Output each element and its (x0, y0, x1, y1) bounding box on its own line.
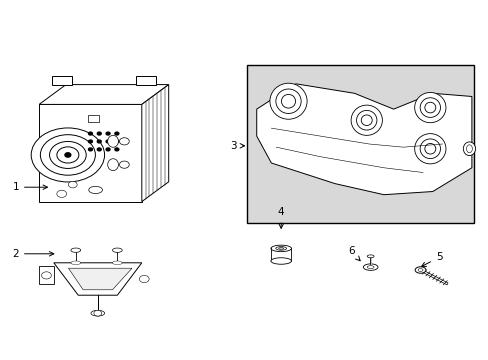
Polygon shape (68, 268, 132, 290)
Polygon shape (54, 263, 142, 295)
Ellipse shape (112, 261, 122, 265)
Bar (246, 65, 473, 223)
Ellipse shape (91, 310, 104, 316)
Text: 1: 1 (12, 182, 47, 192)
Polygon shape (39, 85, 168, 104)
Ellipse shape (356, 111, 376, 130)
Ellipse shape (275, 89, 301, 113)
Circle shape (41, 135, 95, 175)
Ellipse shape (462, 142, 475, 156)
Circle shape (106, 140, 110, 143)
Polygon shape (256, 84, 471, 195)
Circle shape (88, 140, 92, 143)
Bar (88, 116, 99, 122)
Circle shape (106, 132, 110, 135)
Circle shape (94, 310, 102, 316)
Circle shape (88, 148, 92, 151)
Circle shape (65, 153, 71, 157)
Ellipse shape (419, 139, 440, 158)
Text: 4: 4 (277, 207, 284, 228)
Ellipse shape (278, 248, 283, 249)
Ellipse shape (424, 143, 435, 154)
Circle shape (31, 128, 104, 182)
Ellipse shape (269, 83, 306, 119)
Ellipse shape (275, 247, 286, 250)
Ellipse shape (424, 102, 435, 113)
Bar (52, 76, 71, 85)
Ellipse shape (419, 98, 440, 117)
Ellipse shape (361, 115, 371, 126)
Text: 3: 3 (230, 141, 244, 151)
Ellipse shape (71, 261, 81, 265)
Polygon shape (142, 85, 168, 202)
Circle shape (97, 140, 101, 143)
Bar (136, 76, 155, 85)
Circle shape (57, 147, 79, 163)
Bar (39, 266, 54, 284)
Circle shape (41, 272, 51, 279)
Ellipse shape (89, 186, 102, 194)
Circle shape (119, 138, 129, 145)
Ellipse shape (281, 94, 295, 108)
Bar (39, 104, 142, 202)
Ellipse shape (414, 134, 445, 164)
Ellipse shape (414, 267, 425, 273)
Circle shape (139, 275, 149, 283)
Circle shape (49, 141, 86, 168)
Ellipse shape (112, 248, 122, 252)
Ellipse shape (71, 248, 81, 252)
Circle shape (115, 132, 119, 135)
Circle shape (119, 161, 129, 168)
Ellipse shape (414, 93, 445, 123)
Ellipse shape (350, 105, 382, 135)
Ellipse shape (366, 266, 373, 269)
Text: 5: 5 (421, 252, 442, 266)
Ellipse shape (270, 258, 291, 264)
Circle shape (88, 132, 92, 135)
Ellipse shape (107, 135, 118, 147)
Circle shape (115, 148, 119, 151)
Circle shape (106, 148, 110, 151)
Circle shape (68, 181, 77, 188)
Text: 6: 6 (347, 246, 360, 261)
Circle shape (97, 132, 101, 135)
Ellipse shape (363, 264, 377, 270)
Ellipse shape (270, 245, 291, 252)
Text: 2: 2 (12, 249, 54, 259)
Ellipse shape (466, 145, 471, 153)
Circle shape (115, 140, 119, 143)
Circle shape (97, 148, 101, 151)
Ellipse shape (417, 269, 422, 271)
Circle shape (57, 190, 66, 197)
Ellipse shape (366, 255, 373, 258)
Ellipse shape (107, 159, 118, 171)
